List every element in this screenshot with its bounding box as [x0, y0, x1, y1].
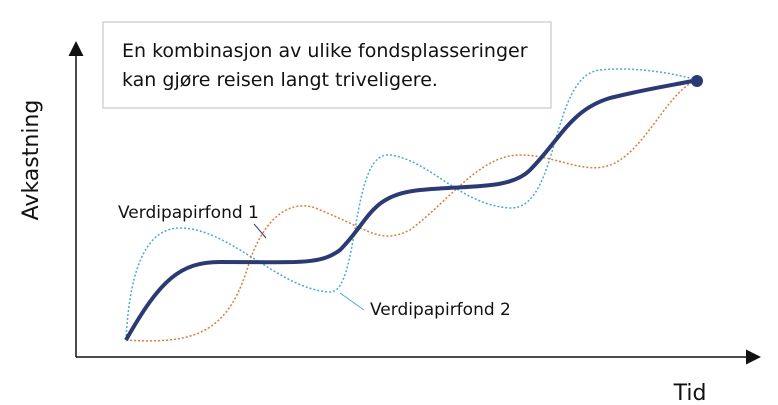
- x-axis-label: Tid: [673, 381, 707, 405]
- callout-line: En kombinasjon av ulike fondsplasseringe…: [122, 40, 528, 62]
- series-label: Verdipapirfond 2: [370, 300, 511, 320]
- end-point: [691, 75, 703, 87]
- callout-line: kan gjøre reisen langt triveligere.: [122, 69, 438, 91]
- y-axis-label: Avkastning: [19, 100, 44, 221]
- series-label: Verdipapirfond 1: [118, 203, 259, 223]
- leader-line: [253, 223, 267, 239]
- combined-curve: [124, 78, 698, 341]
- fund-1-curve: [125, 79, 698, 342]
- fund-2-curve: [125, 68, 698, 341]
- callout-box: [102, 21, 552, 109]
- leader-line: [339, 292, 365, 311]
